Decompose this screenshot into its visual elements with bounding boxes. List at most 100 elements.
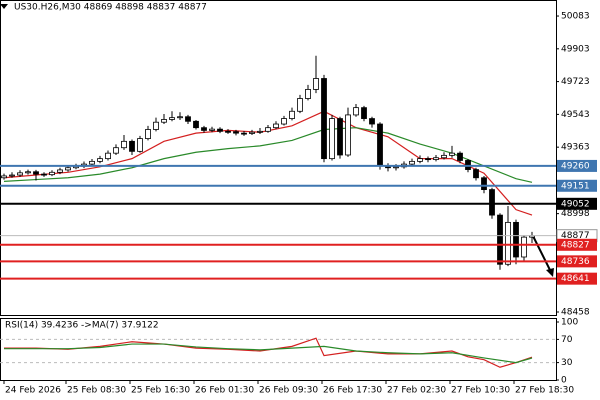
level-box	[557, 255, 597, 268]
candle-body	[169, 117, 175, 120]
candle-body	[185, 116, 191, 122]
candle-body	[473, 169, 479, 179]
candle-body	[129, 140, 135, 152]
trend-arrow-head	[546, 268, 554, 277]
candle-body	[249, 131, 255, 134]
candle-body	[369, 118, 375, 125]
candle-body	[113, 147, 119, 154]
candle-body	[217, 128, 223, 132]
y-tick-label: 49723	[561, 77, 590, 87]
candle-body	[225, 130, 231, 133]
candle-body	[177, 116, 183, 119]
candle-body	[329, 118, 335, 160]
y-tick-label: 30	[561, 358, 573, 368]
level-box	[557, 272, 597, 285]
line	[4, 343, 533, 364]
candle-body	[425, 158, 431, 161]
candle-body	[441, 154, 447, 159]
candle-body	[137, 138, 143, 152]
level-label: 48827	[561, 240, 590, 250]
candle-body	[433, 157, 439, 160]
level-label: 49260	[561, 161, 590, 171]
y-tick-label: 49363	[561, 143, 590, 153]
x-tick-label: 25 Feb 16:30	[131, 386, 190, 396]
candle-body	[57, 169, 63, 173]
candle-body	[89, 160, 95, 165]
x-tick-label: 27 Feb 18:30	[515, 386, 574, 396]
candle-body	[321, 78, 327, 160]
current-price-label: 48877	[561, 231, 590, 241]
level-box	[557, 197, 597, 210]
candle-body	[513, 221, 519, 258]
level-box	[557, 159, 597, 172]
menu-arrow	[0, 4, 8, 9]
main-frame	[0, 0, 557, 316]
candle-body	[337, 118, 343, 156]
y-tick-label: 50083	[561, 12, 590, 22]
x-tick-label: 26 Feb 01:30	[195, 386, 254, 396]
candle-body	[297, 98, 303, 112]
candle-body	[305, 89, 311, 99]
candle-body	[153, 121, 159, 130]
candle-body	[17, 172, 23, 176]
candle-body	[265, 127, 271, 132]
candle-body	[49, 171, 55, 176]
candle-body	[409, 160, 415, 165]
candle-body	[377, 123, 383, 167]
candle-body	[257, 130, 263, 133]
candle-body	[1, 175, 7, 179]
candle-body	[505, 221, 511, 265]
x-tick-label: 25 Feb 08:30	[67, 386, 126, 396]
candle-body	[97, 158, 103, 162]
candle-body	[233, 131, 239, 134]
candle-body	[313, 78, 319, 90]
rsi-title: RSI(14) 39.4236 ->MA(7) 37.9122	[5, 321, 159, 331]
y-tick-label: 48998	[561, 209, 590, 219]
y-tick-label: 100	[561, 318, 578, 328]
rsi-frame	[0, 318, 557, 381]
y-tick-label: 48458	[561, 307, 590, 317]
candle-body	[33, 171, 39, 175]
candle-body	[9, 174, 15, 177]
candle-body	[289, 110, 295, 119]
candle-body	[481, 177, 487, 190]
candle-body	[241, 132, 247, 135]
candle-body	[65, 167, 71, 171]
candle-body	[361, 107, 367, 119]
candle-body	[489, 189, 495, 216]
candle-body	[449, 152, 455, 156]
candle-body	[497, 214, 503, 265]
y-tick-label: 49903	[561, 44, 590, 54]
x-tick-label: 26 Feb 09:30	[259, 386, 318, 396]
chart-title: US30.H26,M30 48869 48898 48837 48877	[14, 3, 207, 13]
candle-body	[145, 129, 151, 140]
line	[4, 337, 533, 368]
trend-arrow	[532, 235, 552, 273]
candle-body	[25, 171, 31, 174]
x-tick-label: 27 Feb 02:30	[387, 386, 446, 396]
level-label: 49151	[561, 181, 590, 191]
candle-body	[201, 127, 207, 131]
candle-body	[457, 152, 463, 161]
candle-body	[393, 166, 399, 169]
x-tick-label: 27 Feb 10:30	[451, 386, 510, 396]
level-label: 49052	[561, 199, 590, 209]
level-box	[557, 179, 597, 192]
y-tick-label: 49543	[561, 110, 590, 120]
candle-body	[281, 118, 287, 125]
candle-body	[161, 119, 167, 123]
candle-body	[105, 152, 111, 160]
candle-body	[521, 236, 527, 258]
candle-body	[121, 140, 127, 149]
level-label: 48736	[561, 257, 590, 267]
candle-body	[193, 120, 199, 129]
x-tick-label: 24 Feb 2026	[5, 386, 61, 396]
candle-body	[417, 158, 423, 162]
candle-body	[209, 128, 215, 131]
y-tick-label: 0	[561, 376, 567, 386]
candle-body	[345, 114, 351, 156]
level-box	[557, 238, 597, 251]
y-tick-label: 70	[561, 335, 573, 345]
candle-body	[273, 123, 279, 129]
